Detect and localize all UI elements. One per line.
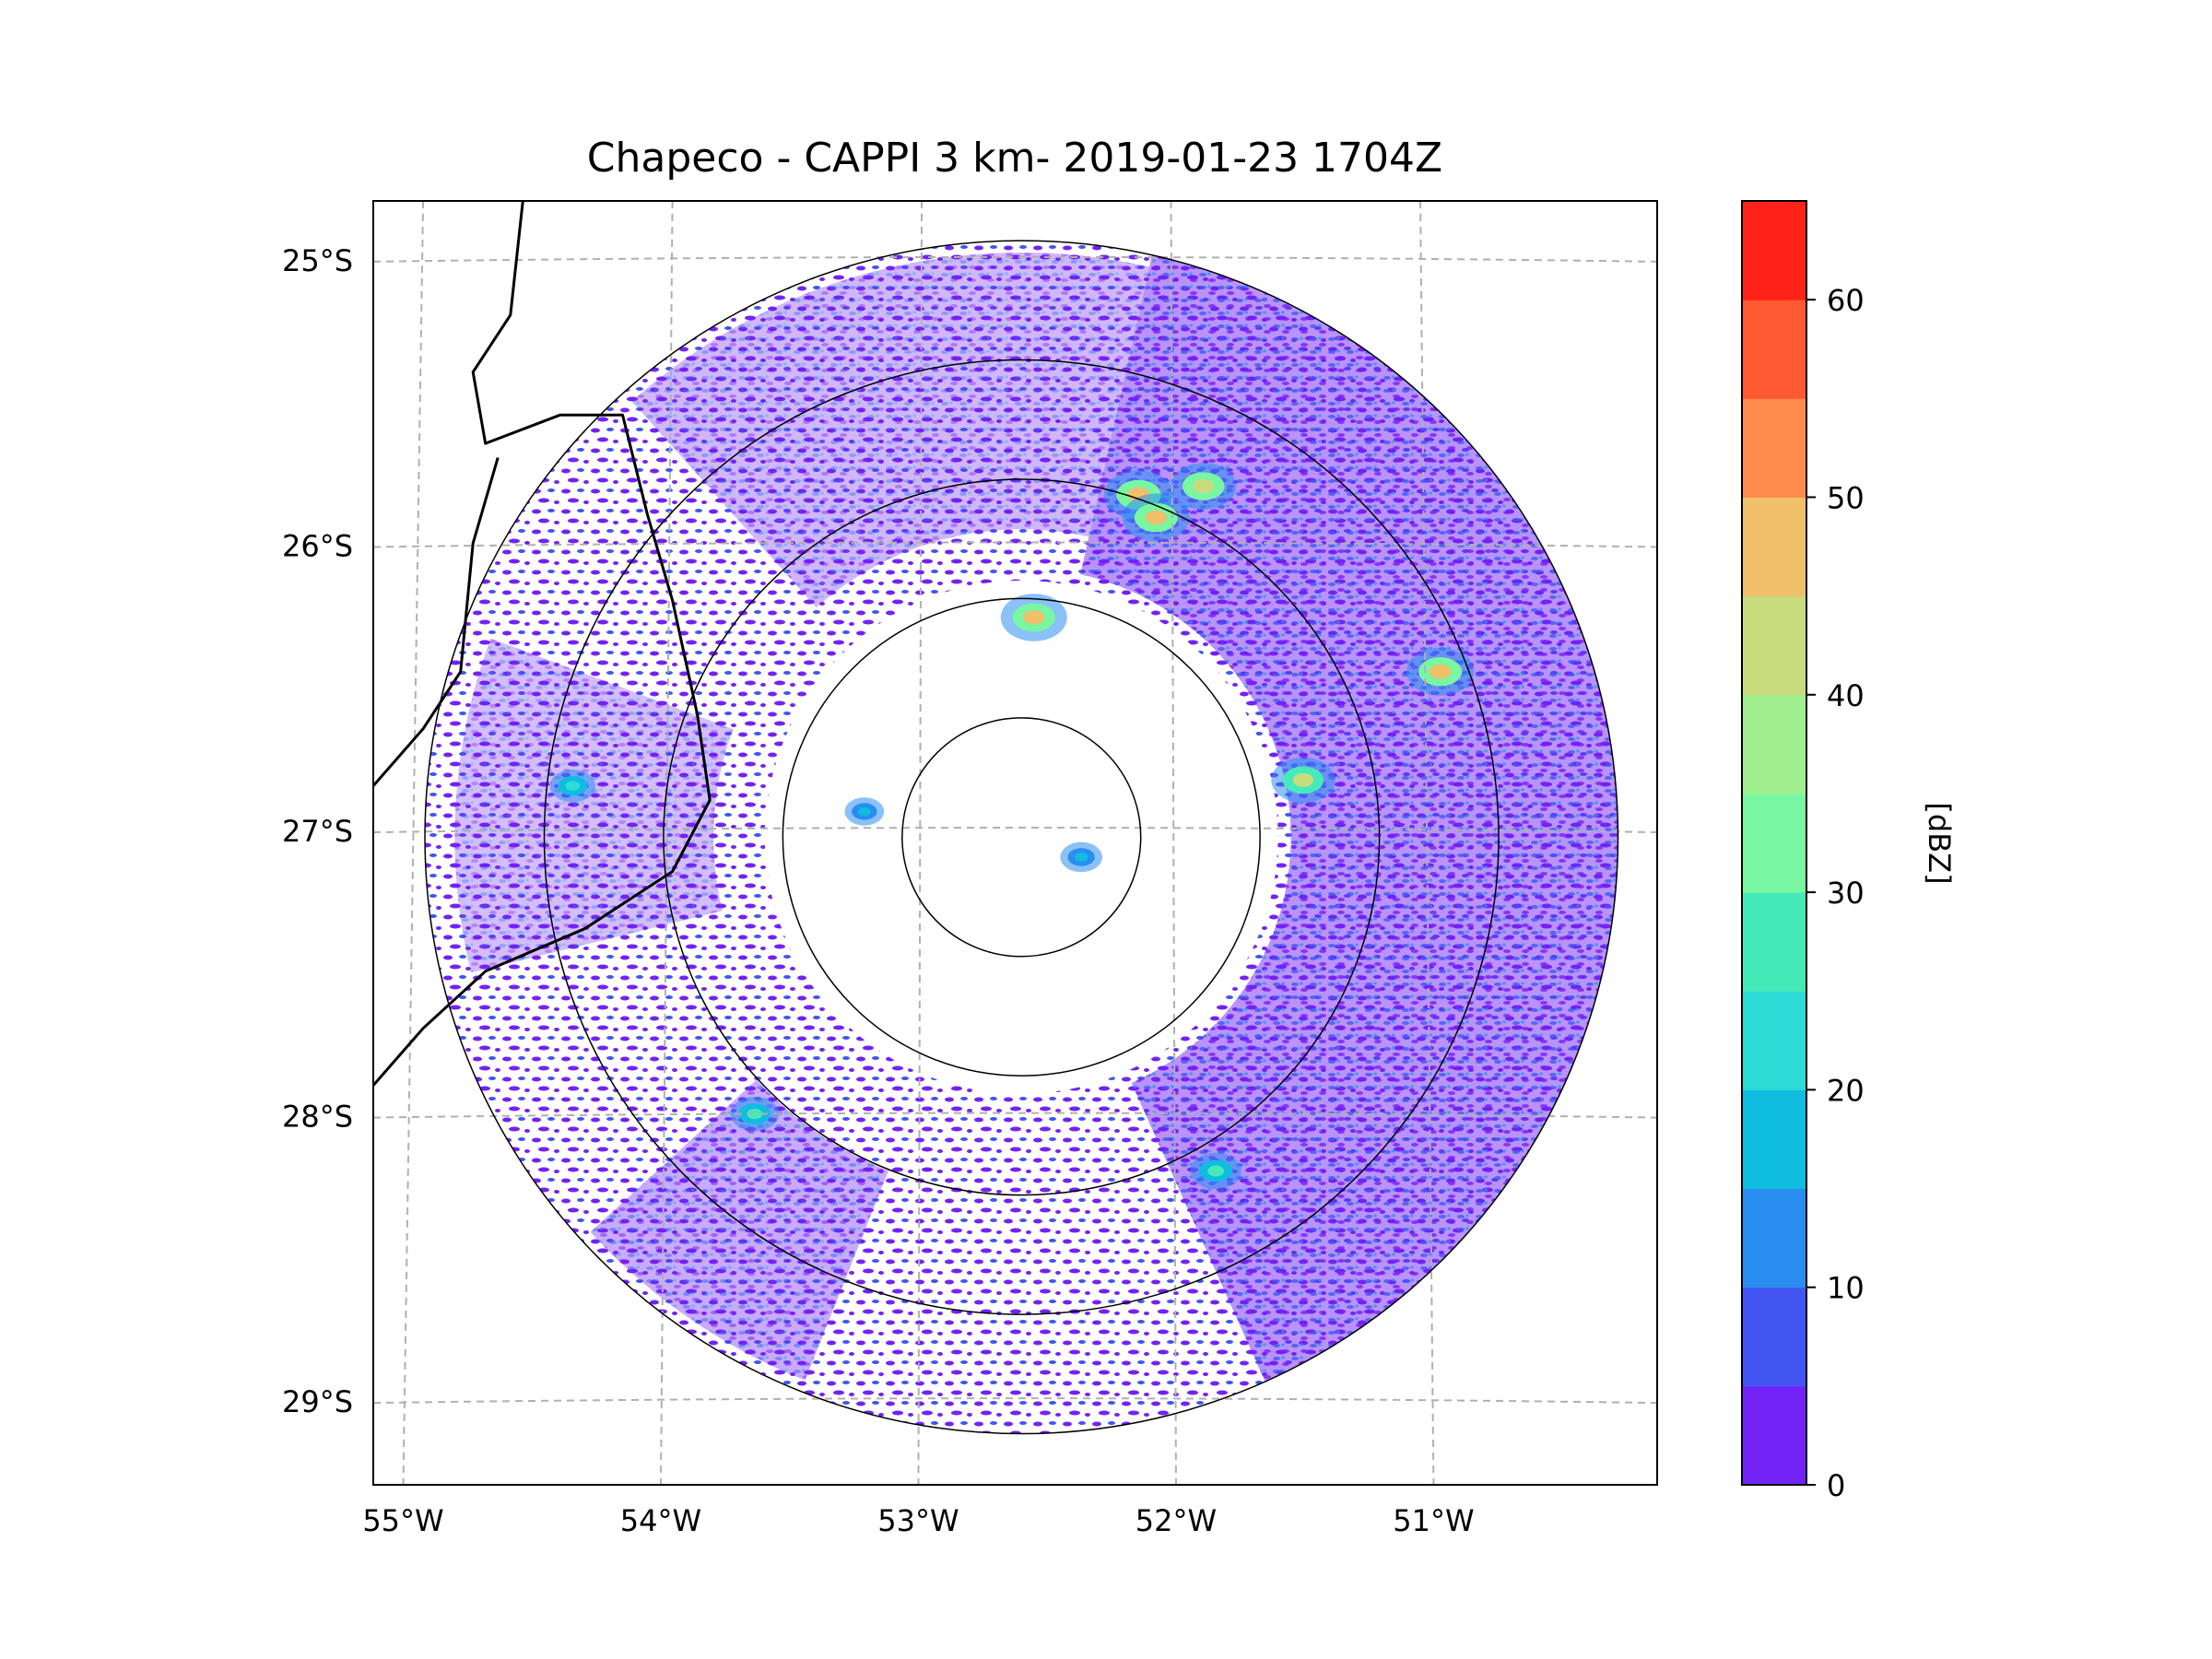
echo-cell-core [1023, 610, 1045, 625]
echo-cells [549, 463, 1475, 1190]
colorbar: 0 10 20 30 40 50 60 [dBZ] [1741, 200, 1957, 1503]
colorbar-level [1742, 991, 1806, 1090]
border-line [373, 457, 500, 787]
colorbar-tick-label: 50 [1827, 480, 1865, 515]
echo-cell-core [1193, 478, 1215, 494]
lon-tick-label: 53°W [877, 1503, 959, 1538]
colorbar-ticks: 0 10 20 30 40 50 60 [1806, 283, 1865, 1503]
colorbar-level [1742, 1089, 1806, 1190]
lat-tick-label: 26°S [282, 528, 353, 563]
echo-cell-core [1207, 1165, 1225, 1177]
echo-cell-core [1074, 853, 1088, 862]
colorbar-frame [1741, 200, 1807, 1486]
colorbar-level [1742, 497, 1806, 597]
echo-cell-core [1292, 772, 1314, 787]
colorbar-level [1742, 300, 1806, 399]
range-ring [901, 717, 1142, 958]
range-rings [424, 240, 1619, 1435]
map-area: 55°W 54°W 53°W 52°W 51°W 25°S 26°S 27°S 28°S 29°… [282, 200, 1658, 1538]
colorbar-level [1742, 892, 1806, 992]
echo-sector-north [631, 253, 1150, 608]
echo-cell-core [857, 806, 871, 817]
colorbar-level [1742, 1385, 1806, 1486]
lon-tick-label: 55°W [362, 1503, 443, 1538]
range-ring [424, 240, 1619, 1435]
colorbar-level [1742, 1188, 1806, 1288]
echo-cell-core [1429, 664, 1452, 679]
echo-sector-west [454, 638, 734, 973]
colorbar-levels [1742, 201, 1806, 1486]
lat-tick-label: 25°S [282, 243, 353, 278]
echo-cell-core [1145, 510, 1168, 525]
colorbar-level [1742, 595, 1806, 696]
lat-tick-labels: 25°S 26°S 27°S 28°S 29°S [282, 243, 353, 1419]
chart-title: Chapeco - CAPPI 3 km- 2019-01-23 1704Z [587, 135, 1442, 182]
colorbar-level [1742, 694, 1806, 794]
lon-tick-label: 54°W [620, 1503, 701, 1538]
range-ring [543, 359, 1500, 1315]
range-ring [663, 478, 1381, 1196]
colorbar-level [1742, 398, 1806, 498]
colorbar-tick-label: 60 [1827, 283, 1865, 318]
colorbar-tick-label: 40 [1827, 678, 1865, 713]
map-frame [372, 200, 1658, 1486]
colorbar-tick-label: 20 [1827, 1073, 1865, 1108]
colorbar-tick-label: 0 [1827, 1468, 1845, 1503]
lat-tick-label: 29°S [282, 1384, 353, 1419]
echo-cell-core [565, 781, 581, 791]
lat-tick-label: 28°S [282, 1100, 353, 1135]
range-ring [782, 597, 1261, 1077]
colorbar-level [1742, 793, 1806, 893]
lon-tick-label: 51°W [1393, 1503, 1474, 1538]
state-borders [373, 201, 712, 1087]
colorbar-level [1742, 1287, 1806, 1387]
colorbar-tick-label: 30 [1827, 876, 1865, 911]
lon-tick-label: 52°W [1135, 1503, 1217, 1538]
echo-sector-southwest [590, 1079, 888, 1381]
colorbar-level [1742, 201, 1806, 300]
border-line [373, 201, 712, 1087]
colorbar-label: [dBZ] [1922, 802, 1957, 884]
echo-sector-east [1080, 254, 1618, 1382]
reflectivity-field [425, 240, 1618, 1434]
lat-tick-label: 27°S [282, 814, 353, 849]
lon-tick-labels: 55°W 54°W 53°W 52°W 51°W [362, 1503, 1474, 1538]
colorbar-tick-label: 10 [1827, 1271, 1865, 1306]
